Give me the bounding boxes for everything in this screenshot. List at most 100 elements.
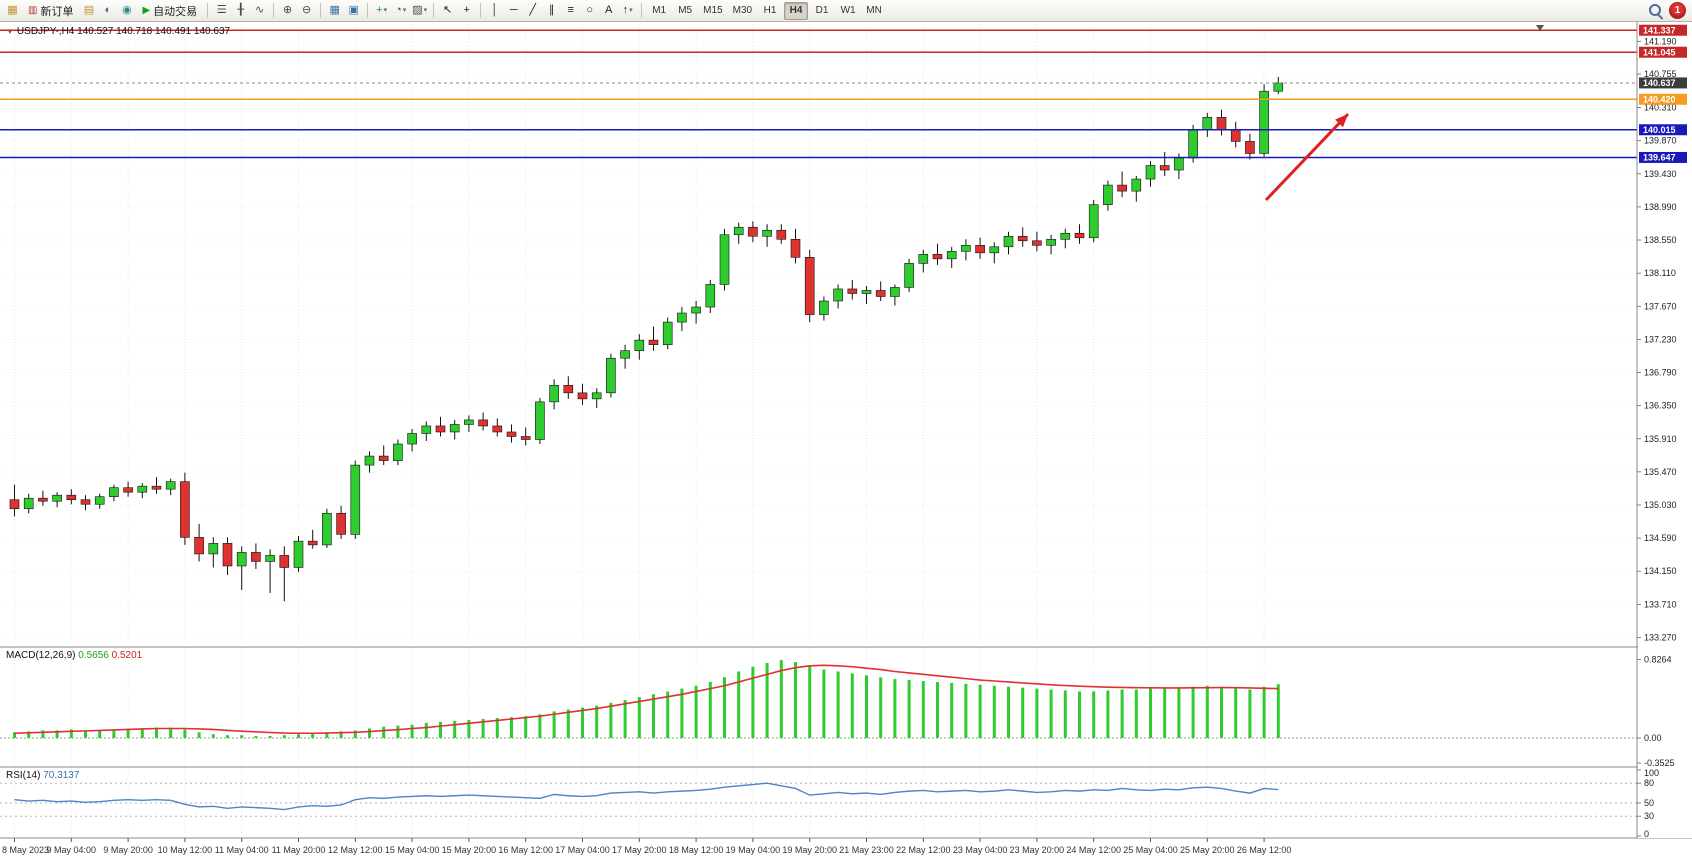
price-tick: 133.710 [1644, 599, 1677, 609]
candle-body [1259, 90, 1269, 154]
candle-body [80, 499, 91, 505]
candle-body [662, 321, 673, 345]
candle-body [336, 512, 346, 535]
price-tick: 137.230 [1644, 334, 1677, 344]
toolbar-start-icons: ▦ [4, 2, 21, 20]
bar-chart-icon[interactable]: ☰ [216, 4, 227, 16]
chart-shift-marker[interactable] [1536, 25, 1544, 31]
timeframe-h4[interactable]: H4 [784, 1, 809, 20]
candle-body [1159, 165, 1170, 171]
candle-body [407, 433, 417, 445]
timeframe-mn[interactable]: MN [862, 2, 886, 20]
autotrading-button[interactable]: ▶ 自动交易 [137, 2, 202, 20]
toolbar: ▦ ▥ 新订单 ▤ ◐ ◉ ▶ 自动交易 ☰ ╂ ∿ ⊕ ⊖ ▦ ▣ + ▾ ◔ ▾ ▨ ▾ ↖ + │ ─ ╱ ∥ ≡ ○… [0, 0, 1692, 22]
candle-body [890, 287, 900, 297]
candle-body [180, 481, 190, 538]
candle-body [961, 245, 971, 252]
new-order-button[interactable]: ▥ 新订单 [23, 2, 78, 20]
price-tick: 140.310 [1644, 103, 1677, 113]
price-tick: 138.110 [1644, 268, 1676, 278]
candle-body [1273, 82, 1284, 92]
candle-body [1060, 232, 1071, 240]
price-label-box [1639, 46, 1687, 58]
candle-body [1117, 184, 1127, 192]
panel-separators [0, 646, 1692, 839]
candle-body [847, 288, 858, 294]
auto-arrange-icon[interactable]: ▣ [348, 4, 359, 16]
time-label: 25 May 20:00 [1180, 845, 1235, 855]
line-chart-icon[interactable]: ∿ [255, 4, 265, 16]
candle-body [9, 499, 20, 510]
search-icon[interactable] [1648, 3, 1663, 18]
candle-body [819, 300, 829, 315]
timeframe-w1[interactable]: W1 [836, 2, 860, 20]
chart-canvas[interactable]: 141.190 140.755 140.310 139.870 139.430 138.9… [0, 22, 1692, 860]
time-label: 19 May 04:00 [726, 845, 781, 855]
toolbar-mid-icons: ▤ ◐ ◉ [80, 2, 135, 20]
toolbar-separator [641, 3, 643, 18]
candle-body [378, 455, 389, 461]
chevron-down-icon: ▾ [629, 7, 633, 14]
terminal-icon[interactable]: ▦ [7, 4, 18, 16]
notifications-badge[interactable]: 1 [1670, 3, 1685, 18]
zoom-out-icon[interactable]: ⊖ [302, 4, 312, 16]
time-label: 11 May 04:00 [215, 845, 269, 855]
periods-icon[interactable]: ◔ ▾ [395, 4, 407, 16]
price-tick: 139.430 [1644, 169, 1677, 179]
profiles-icon[interactable]: ▤ [83, 4, 95, 16]
timeframe-m30[interactable]: M30 [729, 2, 756, 20]
trendline-icon[interactable]: ╱ [529, 4, 536, 16]
vertical-line-icon[interactable]: │ [491, 4, 499, 16]
toolbar-separator [433, 3, 435, 18]
timeframe-m5[interactable]: M5 [673, 2, 697, 20]
timeframe-d1[interactable]: D1 [810, 2, 834, 20]
rsi-scale-label: 80 [1644, 778, 1654, 788]
rsi-line [14, 782, 1279, 811]
text-icon[interactable]: A [604, 4, 613, 16]
candle-body [648, 339, 659, 345]
zoom-in-icon[interactable]: ⊕ [283, 4, 293, 16]
candle-body [606, 357, 616, 394]
price-tick: 133.270 [1644, 632, 1677, 642]
shapes-icon[interactable]: ○ [586, 4, 593, 16]
candles [9, 76, 1284, 602]
arrows-icon[interactable]: ↑ ▾ [622, 4, 633, 16]
candle-body [94, 496, 105, 505]
time-label: 17 May 04:00 [555, 845, 610, 855]
channel-icon[interactable]: ∥ [548, 4, 555, 16]
horizontal-line-icon[interactable]: ─ [509, 4, 518, 16]
indicators-icon[interactable]: + ▾ [376, 4, 388, 16]
candle-body [946, 251, 957, 260]
cursor-icon[interactable]: ↖ [443, 4, 453, 16]
candle-body [591, 392, 602, 400]
data-window-icon[interactable]: ◐ [104, 4, 112, 16]
candle-body [52, 494, 62, 502]
chevron-down-icon: ▾ [383, 7, 388, 14]
tile-windows-icon[interactable]: ▦ [329, 4, 340, 16]
candlestick-icon[interactable]: ╂ [237, 4, 244, 16]
trend-arrow[interactable] [1264, 112, 1350, 202]
templates-icon[interactable]: ▨ ▾ [412, 4, 428, 16]
time-label: 17 May 20:00 [612, 845, 667, 855]
timeframe-m1[interactable]: M1 [647, 2, 671, 20]
navigator-icon[interactable]: ◉ [122, 4, 132, 16]
timeframe-h1[interactable]: H1 [758, 2, 782, 20]
candle-body [535, 401, 545, 440]
candle-body [38, 497, 48, 502]
candle-body [1188, 129, 1198, 159]
macd-signal-line [14, 664, 1279, 735]
price-scale[interactable]: 141.190 140.755 140.310 139.870 139.430 138.9… [1636, 22, 1692, 839]
rsi-scale-label: 50 [1644, 798, 1654, 808]
fibonacci-icon[interactable]: ≡ [567, 4, 574, 16]
chevron-down-icon: ▾ [423, 7, 428, 14]
candle-body [137, 485, 148, 493]
candle-body [932, 254, 943, 260]
svg-text:140.637: 140.637 [1643, 78, 1676, 88]
candle-body [1032, 240, 1042, 246]
candle-body [279, 555, 290, 568]
candle-body [293, 540, 304, 568]
crosshair-icon[interactable]: + [463, 4, 470, 16]
time-label: 12 May 12:00 [328, 845, 383, 855]
timeframe-m15[interactable]: M15 [699, 2, 726, 20]
